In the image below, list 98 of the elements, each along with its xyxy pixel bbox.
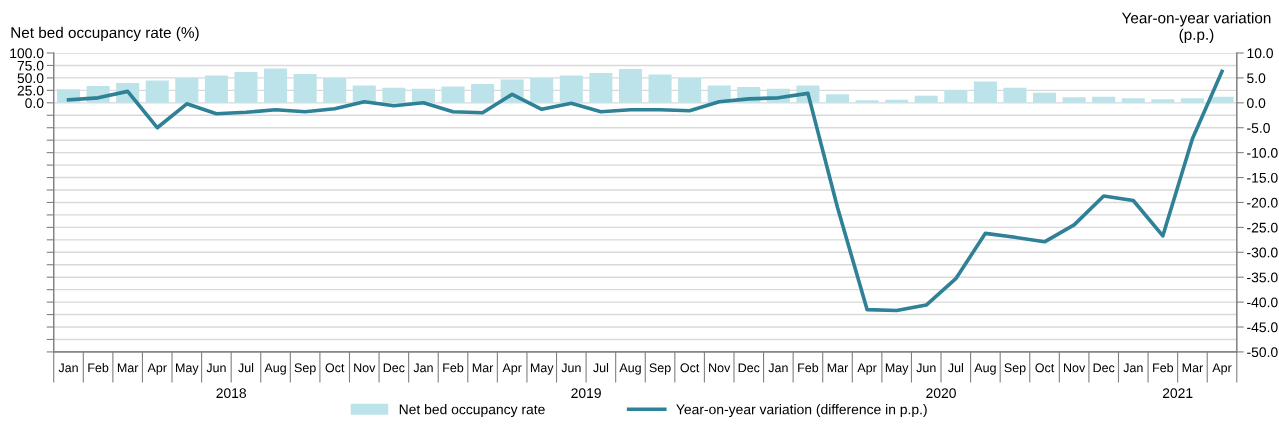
x-tick-label: Sep — [294, 363, 316, 375]
bar — [825, 94, 850, 103]
bar — [1151, 99, 1175, 103]
x-tick-label: Dec — [383, 363, 405, 373]
bar — [530, 77, 554, 103]
x-tick-label: Feb — [1153, 363, 1174, 373]
x-tick-label: Jul — [593, 363, 609, 373]
x-tick-label: Mar — [1182, 363, 1203, 373]
y-tick-label: 75.0 — [17, 60, 44, 71]
x-tick-label: May — [530, 363, 554, 375]
text: 2019 — [571, 388, 601, 399]
x-tick-label: Dec — [738, 363, 760, 373]
x-tick-label: Apr — [502, 363, 522, 375]
x-tick-label: Mar — [827, 363, 849, 373]
bar — [204, 75, 228, 103]
line-series — [66, 69, 1224, 313]
y2-tick-label: -10.0 — [1247, 147, 1278, 158]
bar — [145, 80, 169, 103]
x-tick-label: Nov — [709, 363, 731, 373]
x-tick-label: Jan — [768, 363, 788, 373]
x-tick-label: Apr — [1212, 363, 1232, 375]
y-tick-label: 100.0 — [10, 48, 44, 59]
bar — [441, 86, 465, 103]
x-tick-label: Jun — [916, 363, 936, 373]
bar — [1092, 96, 1116, 103]
bar — [914, 95, 938, 103]
bar — [264, 68, 288, 103]
x-tick-label: Jan — [413, 363, 433, 373]
x-tick-label: Feb — [443, 363, 464, 373]
x-tick-label: Nov — [1064, 363, 1086, 373]
bar — [885, 99, 909, 103]
y2-tick-label: -40.0 — [1247, 297, 1278, 308]
x-tick-label: Aug — [264, 363, 286, 375]
bar — [382, 87, 406, 103]
bar — [1062, 97, 1086, 103]
bar — [618, 68, 642, 103]
y2-axis-title: Year-on-year variation (p.p.) — [1121, 12, 1271, 43]
y2-tick-label: -45.0 — [1247, 322, 1278, 333]
bar — [323, 77, 347, 103]
bar — [944, 90, 968, 103]
bar — [175, 77, 199, 103]
legend-label: Net bed occupancy rate — [399, 404, 545, 418]
x-tick-label: Jan — [58, 363, 78, 373]
x-tick-label: Apr — [857, 363, 877, 375]
x-tick-label: Oct — [1035, 363, 1055, 373]
x-tick-label: Dec — [1093, 363, 1115, 373]
y2-tick-label: 10.0 — [1247, 48, 1273, 59]
x-tick-label: Nov — [354, 363, 376, 373]
x-tick-label: Jan — [1123, 363, 1143, 373]
bar — [1033, 92, 1057, 103]
y2-tick-label: -30.0 — [1247, 247, 1278, 258]
x-tick-label: Oct — [325, 363, 345, 373]
bar — [411, 88, 435, 103]
bar — [589, 72, 613, 103]
x-tick-label: Aug — [974, 363, 996, 375]
bar — [471, 83, 495, 103]
bar — [293, 73, 317, 103]
bar — [559, 75, 583, 103]
y2-tick-label: 5.0 — [1247, 73, 1266, 84]
x-tick-label: Jul — [238, 363, 254, 373]
x-tick-label: Mar — [472, 363, 494, 373]
x-tick-label: May — [885, 363, 909, 375]
y-tick-label: 50.0 — [17, 73, 44, 84]
x-tick-label: Feb — [798, 363, 819, 373]
bar — [855, 100, 879, 103]
x-tick-label: Feb — [88, 363, 109, 373]
legend-label: Year-on-year variation (difference in p.p.) — [676, 404, 927, 418]
y2-tick-label: 0.0 — [1247, 98, 1266, 108]
bar — [1003, 87, 1027, 103]
x-tick-label: May — [176, 363, 199, 375]
x-tick-label: Oct — [680, 363, 700, 373]
text: 2020 — [926, 388, 956, 399]
y-tick-label: 0.0 — [25, 98, 44, 108]
bar — [1210, 96, 1234, 103]
y-tick-label: 25.0 — [17, 85, 44, 96]
bar — [234, 71, 258, 103]
x-tick-label: Sep — [1004, 363, 1026, 375]
bar — [648, 74, 672, 103]
text: 2021 — [1162, 388, 1193, 399]
y2-tick-label: -35.0 — [1247, 272, 1278, 283]
y2-tick-label: -15.0 — [1247, 172, 1278, 183]
x-tick-label: Jul — [948, 363, 963, 373]
y2-tick-label: -5.0 — [1247, 123, 1270, 133]
x-tick-label: Aug — [619, 363, 641, 375]
y2-tick-label: -20.0 — [1247, 197, 1278, 208]
x-tick-label: Sep — [649, 363, 671, 375]
text: 2018 — [216, 388, 247, 399]
x-tick-label: Jun — [206, 363, 226, 373]
bar — [1180, 98, 1204, 103]
x-tick-label: Jun — [561, 363, 581, 373]
y2-tick-label: -25.0 — [1247, 222, 1278, 233]
y2-tick-label: -50.0 — [1247, 347, 1278, 358]
x-tick-label: Apr — [147, 363, 167, 375]
x-tick-label: Mar — [117, 363, 139, 373]
bar — [1121, 98, 1145, 103]
bar — [678, 77, 702, 103]
bar — [973, 81, 997, 103]
y-axis-title: Net bed occupancy rate (%) — [11, 26, 199, 42]
